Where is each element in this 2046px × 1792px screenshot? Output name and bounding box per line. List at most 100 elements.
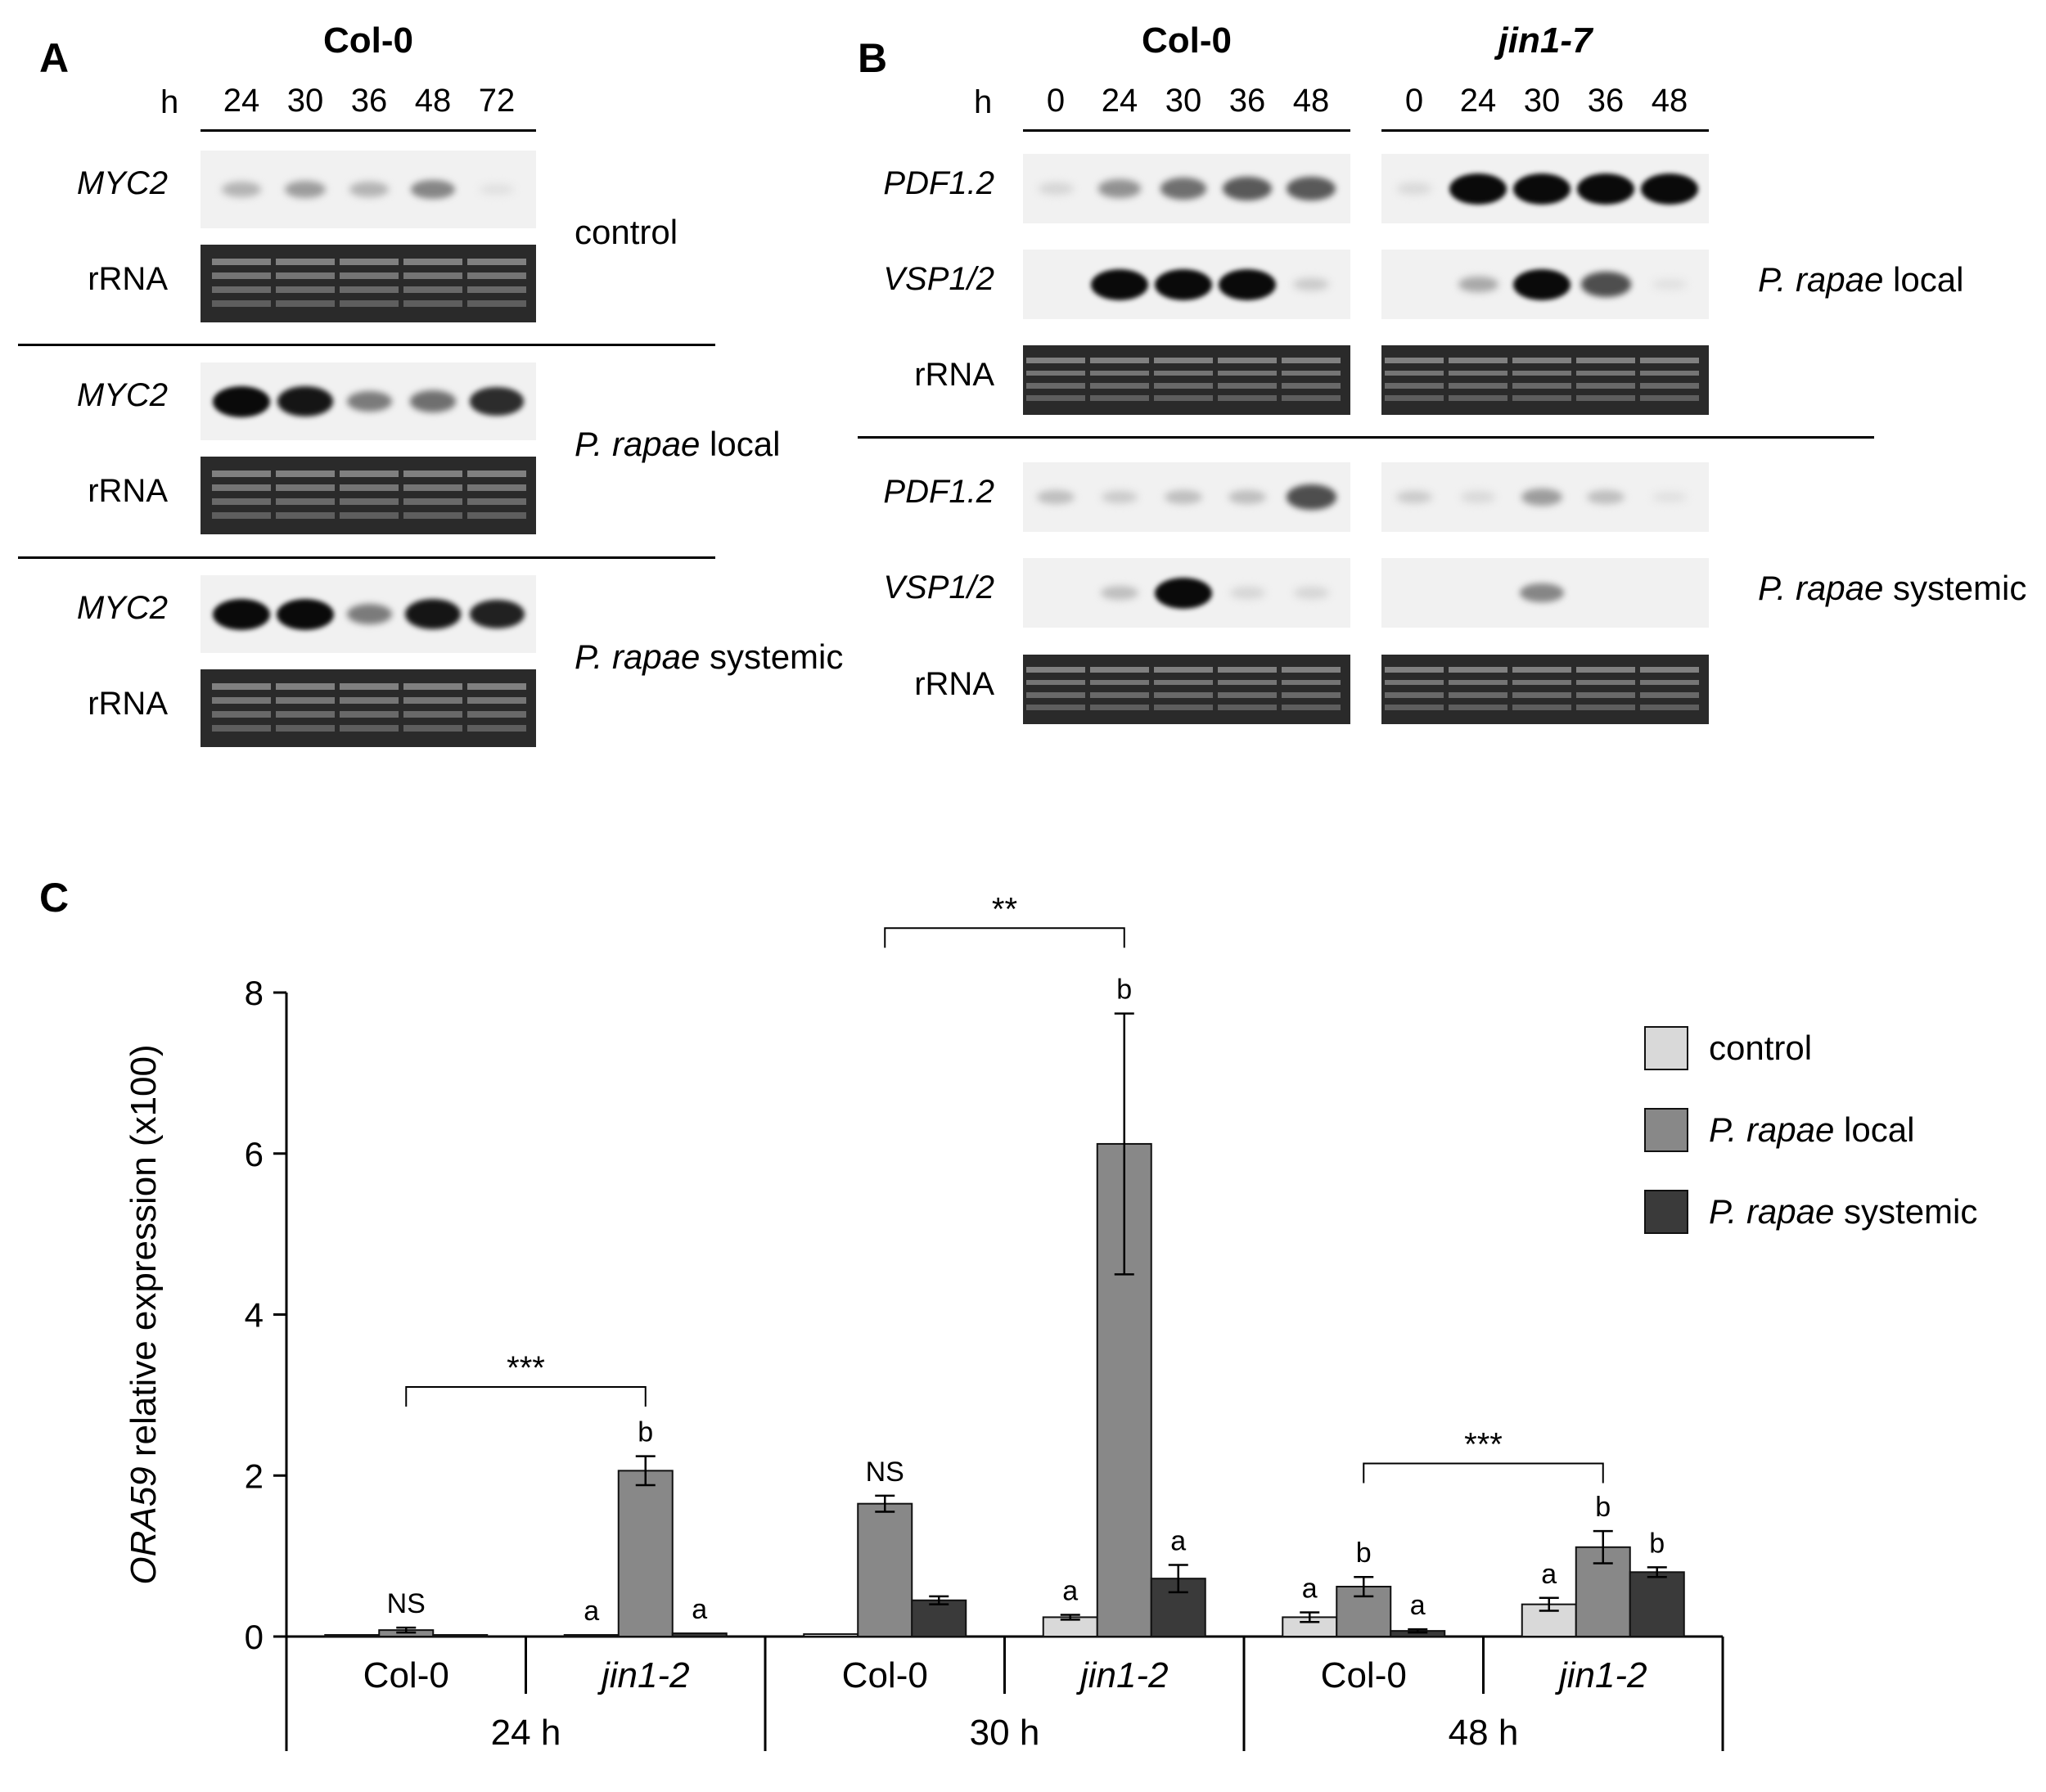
panel-b-systemic-rrna-col0-lane-3-stripe-1	[1218, 679, 1277, 686]
panel-a-blot-2-band-1	[277, 598, 334, 630]
panel-b-local-rrna-col0-lane-1-stripe-1	[1090, 370, 1149, 376]
panel-a-rrna-1-lane-3-stripe-0	[403, 471, 462, 477]
panel-b-local-rrna-col0-lane-4-stripe-1	[1282, 370, 1341, 376]
x-genotype-label-1: jin1-2	[597, 1655, 690, 1695]
significance-bracket-0	[405, 1386, 647, 1407]
panel-a-rrna-1-lane-1-stripe-3	[276, 512, 335, 519]
panel-b-local-rrna-col0-lane-3-stripe-3	[1218, 395, 1277, 401]
legend-label-species-2: P. rapae	[1709, 1192, 1834, 1231]
panel-b-systemic-vsp-jin-band-2	[1520, 583, 1564, 603]
panel-a-rrna-2-lane-2-stripe-0	[340, 683, 399, 690]
panel-a-rrna-2-lane-3-stripe-0	[403, 683, 462, 690]
panel-b-systemic-rrna-col0-lane-3-stripe-2	[1218, 691, 1277, 698]
x-genotype-label-5: jin1-2	[1555, 1655, 1647, 1695]
bar-letter-g4-s2: a	[1410, 1590, 1426, 1621]
panel-a-rrna-2-lane-4-stripe-2	[467, 711, 526, 718]
panel-a-rrna-2-lane-0-stripe-2	[212, 711, 271, 718]
panel-b-divider	[858, 436, 1874, 439]
y-axis-label: ORA59 relative expression (x100)	[124, 1044, 164, 1584]
panel-a-time-1: 30	[286, 83, 324, 119]
legend-swatch-1	[1644, 1108, 1688, 1152]
panel-b-systemic-rrna-jin-lane-3-stripe-0	[1576, 667, 1635, 673]
panel-b-local-pdf-jin-band-3	[1577, 173, 1634, 205]
panel-a-rrna-2-lane-0-stripe-1	[212, 697, 271, 704]
panel-b-local-rrna-jin	[1381, 345, 1709, 415]
x-time-label-0: 24 h	[491, 1713, 561, 1753]
panel-b-systemic-pdf-col0-band-2	[1165, 489, 1202, 505]
panel-b-local-rrna-jin-lane-0-stripe-3	[1385, 395, 1444, 401]
y-axis-label-gene: ORA59	[124, 1466, 164, 1584]
panel-a-rrna-0-lane-1-stripe-2	[276, 286, 335, 293]
panel-b-header-jin: jin1-7	[1498, 20, 1593, 61]
panel-b-time-col0-3: 36	[1228, 83, 1266, 119]
panel-a-time-0: 24	[223, 83, 260, 119]
panel-b-local-rrna-jin-lane-0-stripe-0	[1385, 358, 1444, 364]
panel-b-systemic-rrna-jin-lane-0-stripe-0	[1385, 667, 1444, 673]
panel-b-local-rrna-label: rRNA	[914, 357, 994, 393]
panel-b-local-rrna-jin-lane-0-stripe-1	[1385, 370, 1444, 376]
panel-b-systemic-rrna-jin-lane-2-stripe-3	[1512, 705, 1571, 710]
panel-a-rrna-2-lane-4-stripe-3	[467, 725, 526, 732]
panel-b-local-vsp-label: VSP1/2	[883, 261, 994, 297]
panel-b-time-jin-3: 36	[1587, 83, 1625, 119]
panel-a-ref-label-0: rRNA	[88, 261, 168, 297]
panel-a-ref-label-2: rRNA	[88, 686, 168, 722]
significance-label-2: ***	[1464, 1426, 1503, 1462]
panel-a-blot-2-band-2	[346, 604, 392, 624]
panel-b-local-rrna-col0-lane-2-stripe-2	[1154, 382, 1213, 389]
bar-letter-g4-s1: b	[1356, 1538, 1372, 1569]
significance-bracket-1	[884, 927, 1125, 948]
legend-swatch-2	[1644, 1190, 1688, 1234]
panel-b-systemic-rrna-jin-lane-1-stripe-3	[1449, 705, 1507, 710]
panel-b-systemic-pdf-col0-band-0	[1037, 489, 1075, 505]
panel-b-time-label: h	[974, 84, 993, 120]
x-genotype-label-3: jin1-2	[1076, 1655, 1169, 1695]
panel-b-local-rrna-col0-lane-1-stripe-0	[1090, 358, 1149, 364]
panel-b-systemic-rrna-jin-lane-2-stripe-0	[1512, 667, 1571, 673]
panel-b-systemic-rrna-jin-lane-1-stripe-2	[1449, 691, 1507, 698]
panel-a-letter: A	[39, 35, 70, 81]
panel-b-local-vsp-jin-band-4	[1652, 278, 1687, 290]
panel-a-time-2: 36	[350, 83, 388, 119]
panel-b-underline-jin	[1381, 129, 1709, 132]
panel-b-systemic-vsp-col0-band-2	[1155, 577, 1212, 609]
x-time-label-2: 48 h	[1449, 1713, 1519, 1753]
bar-letter-g3-s2: a	[1170, 1525, 1186, 1556]
x-time-label-1: 30 h	[970, 1713, 1040, 1753]
bar-letter-g1-s2: a	[692, 1594, 707, 1625]
panel-b-local-pdf-label: PDF1.2	[883, 165, 994, 201]
panel-b-local-rrna-col0-lane-2-stripe-3	[1154, 395, 1213, 401]
panel-b-local-vsp-col0-band-1	[1091, 268, 1148, 300]
panel-a-rrna-0-lane-0-stripe-3	[212, 300, 271, 307]
legend-label-species-1: P. rapae	[1709, 1110, 1834, 1149]
panel-a-condition-0: control	[575, 213, 678, 252]
panel-b-local-pdf-col0-band-2	[1160, 178, 1207, 200]
panel-a-blot-0-band-4	[480, 183, 514, 196]
bar-letter-g1-s0: a	[584, 1596, 599, 1627]
panel-a-rrna-0-lane-2-stripe-3	[340, 300, 399, 307]
bar-letter-g3-s0: a	[1062, 1575, 1078, 1606]
panel-b-systemic-rrna-col0-lane-1-stripe-2	[1090, 691, 1149, 698]
panel-a-gene-label-0: MYC2	[76, 165, 168, 201]
panel-b-systemic-vsp-col0-band-4	[1293, 587, 1329, 599]
panel-a-condition-1: P. rapae local	[575, 425, 780, 464]
panel-a-rrna-1-lane-0-stripe-3	[212, 512, 271, 519]
panel-b-condition-systemic: P. rapae systemic	[1758, 569, 2027, 607]
panel-a-rrna-2-lane-2-stripe-2	[340, 711, 399, 718]
panel-b-systemic-rrna-jin-lane-3-stripe-1	[1576, 679, 1635, 686]
panel-a-rrna-1-lane-3-stripe-3	[403, 512, 462, 519]
panel-a-time-label: h	[160, 84, 179, 120]
panel-a-rrna-2-lane-0-stripe-3	[212, 725, 271, 732]
panel-a-divider-0	[18, 344, 715, 346]
panel-a-rrna-1-lane-1-stripe-2	[276, 498, 335, 505]
panel-b-local-rrna-jin-lane-2-stripe-2	[1512, 382, 1571, 389]
panel-b-local-pdf-col0-band-3	[1223, 177, 1272, 200]
panel-a-rrna-0-lane-4-stripe-3	[467, 300, 526, 307]
panel-b-letter: B	[858, 35, 888, 81]
panel-b-local-rrna-col0-lane-0-stripe-2	[1026, 382, 1085, 389]
panel-a-blot-2-band-0	[213, 598, 270, 630]
panel-a-condition-text-1: local	[700, 425, 781, 463]
panel-a-rrna-0-lane-3-stripe-0	[403, 259, 462, 265]
panel-a-rrna-1-lane-0-stripe-2	[212, 498, 271, 505]
bar-letter-g3-s1: b	[1116, 975, 1132, 1006]
